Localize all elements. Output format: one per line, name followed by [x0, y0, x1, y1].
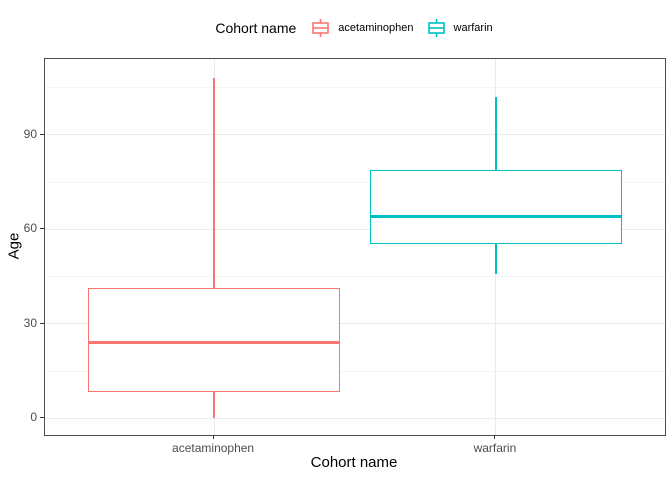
gridline-minor: [45, 276, 665, 278]
gridline-major: [45, 323, 665, 325]
whisker-lower-warfarin: [495, 243, 497, 274]
y-tick-mark: [40, 417, 44, 419]
legend-label: acetaminophen: [338, 22, 414, 34]
legend-label: warfarin: [453, 22, 493, 34]
x-tick-label: acetaminophen: [172, 441, 255, 455]
median-line-warfarin: [369, 215, 622, 219]
boxplot-key-icon: [427, 19, 445, 37]
legend-title: Cohort name: [215, 20, 297, 36]
y-tick-mark: [40, 322, 44, 324]
x-axis-title: Cohort name: [310, 454, 398, 471]
legend-item-warfarin: warfarin: [426, 18, 493, 38]
gridline-minor: [45, 370, 665, 372]
box-acetaminophen: [88, 287, 341, 392]
y-tick-mark: [40, 228, 44, 230]
y-tick-label: 30: [23, 315, 37, 330]
box-warfarin: [369, 169, 622, 244]
gridline-minor: [45, 181, 665, 183]
y-tick-mark: [40, 133, 44, 135]
y-tick-label: 60: [23, 221, 37, 236]
y-tick-label: 0: [30, 410, 37, 425]
y-axis-title: Age: [5, 232, 23, 260]
whisker-upper-warfarin: [495, 97, 497, 170]
gridline-minor: [45, 87, 665, 89]
median-line-acetaminophen: [88, 341, 341, 345]
gridline-major: [45, 417, 665, 419]
gridline-major: [45, 228, 665, 230]
x-tick-mark: [212, 435, 214, 439]
plot-panel: [44, 58, 666, 436]
x-tick-label: warfarin: [473, 441, 517, 455]
legend: Cohort name acetaminophen warfarin: [44, 14, 664, 42]
gridline-major: [45, 134, 665, 136]
x-tick-mark: [494, 435, 496, 439]
whisker-lower-acetaminophen: [213, 391, 215, 419]
whisker-upper-acetaminophen: [213, 78, 215, 288]
legend-item-acetaminophen: acetaminophen: [310, 18, 414, 38]
y-tick-label: 90: [23, 126, 37, 141]
boxplot-key-icon: [312, 19, 330, 37]
